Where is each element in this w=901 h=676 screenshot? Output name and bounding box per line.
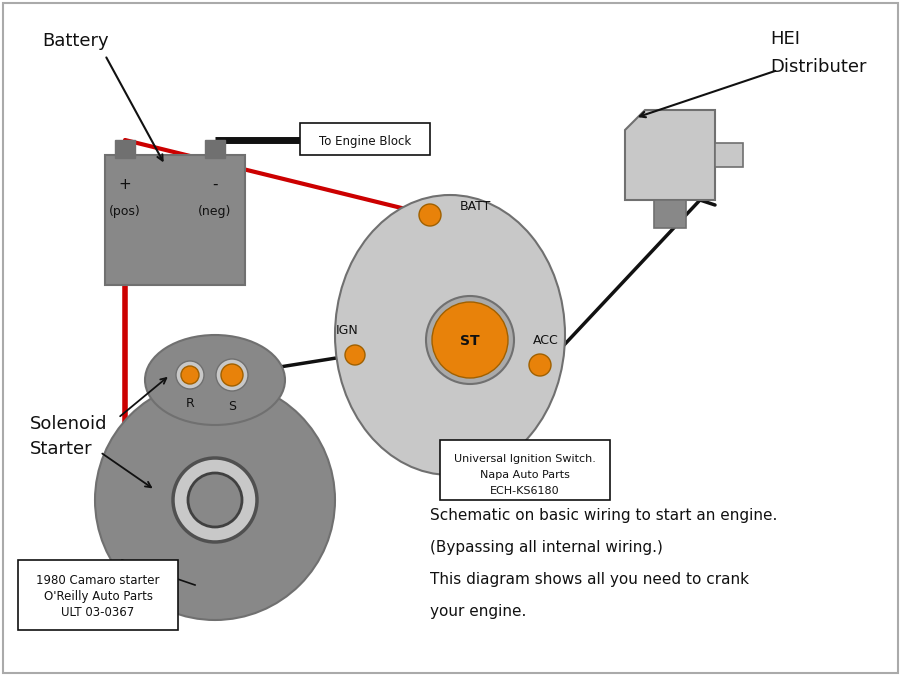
- Text: S: S: [228, 400, 236, 413]
- Text: (Bypassing all internal wiring.): (Bypassing all internal wiring.): [430, 540, 663, 555]
- Circle shape: [432, 302, 508, 378]
- Text: (neg): (neg): [198, 205, 232, 218]
- Bar: [115, 140, 135, 158]
- Text: ECH-KS6180: ECH-KS6180: [490, 486, 560, 496]
- Circle shape: [426, 296, 514, 384]
- Text: ACC: ACC: [533, 334, 559, 347]
- Text: Starter: Starter: [30, 440, 93, 458]
- Text: HEI: HEI: [770, 30, 800, 48]
- Circle shape: [216, 359, 248, 391]
- Text: +: +: [119, 177, 132, 192]
- Text: ST: ST: [460, 334, 480, 348]
- Bar: [440, 440, 610, 500]
- Ellipse shape: [145, 335, 285, 425]
- Text: Battery: Battery: [42, 32, 109, 50]
- Polygon shape: [625, 110, 715, 200]
- Bar: [18, 560, 178, 630]
- Circle shape: [345, 345, 365, 365]
- Text: To Engine Block: To Engine Block: [319, 135, 411, 147]
- Circle shape: [221, 364, 243, 386]
- Bar: [105, 155, 245, 285]
- Circle shape: [188, 473, 242, 527]
- Text: -: -: [213, 177, 218, 192]
- Text: BATT: BATT: [460, 201, 491, 214]
- Circle shape: [173, 458, 257, 542]
- Circle shape: [529, 354, 551, 376]
- Text: Schematic on basic wiring to start an engine.: Schematic on basic wiring to start an en…: [430, 508, 778, 523]
- Text: O'Reilly Auto Parts: O'Reilly Auto Parts: [43, 590, 152, 603]
- Text: Napa Auto Parts: Napa Auto Parts: [480, 470, 570, 480]
- Text: R: R: [186, 397, 195, 410]
- Text: Solenoid: Solenoid: [30, 415, 107, 433]
- Circle shape: [419, 204, 441, 226]
- Text: (pos): (pos): [109, 205, 141, 218]
- Circle shape: [176, 361, 204, 389]
- Text: Universal Ignition Switch.: Universal Ignition Switch.: [454, 454, 596, 464]
- Text: Distributer: Distributer: [770, 58, 867, 76]
- Ellipse shape: [335, 195, 565, 475]
- Text: IGN: IGN: [336, 324, 359, 337]
- Text: ULT 03-0367: ULT 03-0367: [61, 606, 134, 619]
- Text: 1980 Camaro starter: 1980 Camaro starter: [36, 574, 159, 587]
- Bar: [205, 140, 225, 158]
- Circle shape: [181, 366, 199, 384]
- Text: your engine.: your engine.: [430, 604, 526, 619]
- Bar: [300, 123, 430, 155]
- Bar: [654, 200, 686, 228]
- Text: This diagram shows all you need to crank: This diagram shows all you need to crank: [430, 572, 749, 587]
- Circle shape: [95, 380, 335, 620]
- Bar: [715, 143, 743, 167]
